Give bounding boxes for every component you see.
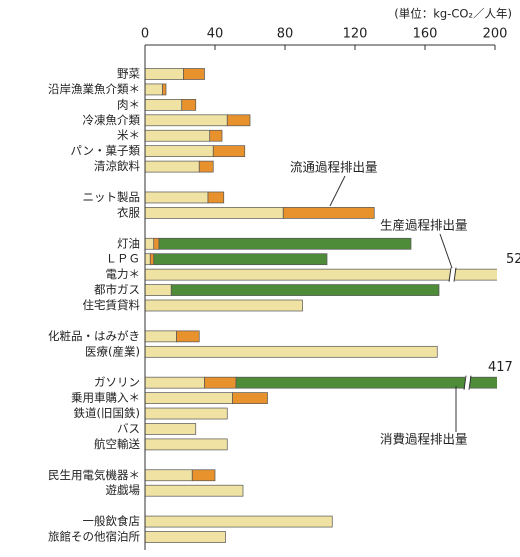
axis-break (448, 267, 452, 282)
bar-segment (144, 268, 497, 281)
bars (144, 68, 497, 543)
category-label: 一般飲食店 (83, 514, 141, 528)
bar-segment (170, 284, 440, 296)
total-label: 417 (488, 360, 513, 375)
category-label: 衣服 (117, 205, 140, 219)
bar-segment (235, 376, 497, 389)
category-label: 遊戯場 (106, 483, 141, 497)
category-label: 清涼飲料 (94, 159, 140, 173)
category-label: 医療(産業) (85, 344, 140, 358)
bar-segment (212, 145, 246, 158)
bar-segment (144, 469, 193, 482)
bar-segment (153, 237, 160, 250)
bar-segment (144, 345, 438, 358)
x-tick-label: 40 (207, 27, 224, 42)
category-label: ニット製品 (83, 190, 141, 204)
leader-line (329, 175, 346, 207)
category-label: 旅館その他宿泊所 (48, 530, 140, 544)
category-label: 冷凍魚介類 (83, 113, 141, 127)
bar-segment (149, 253, 155, 266)
bar-segment (144, 191, 209, 204)
category-label: 航空輸送 (94, 437, 140, 451)
x-tick-label: 80 (277, 27, 294, 42)
series-label: 生産過程排出量 (380, 218, 468, 233)
bar-segment (158, 237, 412, 250)
bar-segment (144, 515, 333, 528)
category-label: 肉＊ (117, 97, 140, 111)
bar-segment (209, 129, 223, 142)
bar-segment (162, 83, 167, 96)
bar-segment (204, 376, 237, 389)
axis-break (463, 375, 467, 390)
category-label: 野菜 (117, 67, 140, 81)
bar-segment (144, 160, 200, 173)
bar-segment (176, 330, 200, 343)
category-label: 沿岸漁業魚介類＊ (48, 82, 140, 96)
category-label: 電力＊ (106, 267, 141, 281)
bar-segment (144, 114, 228, 127)
bar-segment (144, 407, 228, 420)
bar-segment (144, 484, 244, 497)
bar-segment (198, 160, 214, 173)
bar-segment (181, 99, 197, 111)
category-label: ＬＰＧ (106, 252, 141, 266)
bar-segment (226, 114, 251, 127)
bar-segment (144, 330, 177, 343)
bar-segment (144, 423, 197, 435)
bar-segment (144, 207, 284, 219)
bar-segment (144, 376, 205, 389)
bar-segment (207, 191, 225, 204)
category-label: 化粧品・はみがき (48, 329, 140, 343)
category-label: バス (117, 421, 140, 435)
category-label: 都市ガス (94, 283, 140, 297)
bar-segment (144, 284, 172, 296)
bar-segment (144, 237, 155, 250)
category-label: 乗用車購入＊ (71, 391, 140, 405)
bar-segment (144, 392, 233, 404)
category-label: 灯油 (117, 236, 140, 250)
bar-segment (144, 145, 214, 158)
category-label: ガソリン (94, 375, 140, 389)
series-label: 消費過程排出量 (380, 432, 468, 447)
x-tick-label: 120 (343, 27, 368, 42)
category-label: 民生用電気機器＊ (48, 468, 140, 482)
x-tick-label: 200 (483, 27, 508, 42)
bar-segment (144, 68, 184, 80)
series-label: 流通過程排出量 (290, 160, 378, 175)
category-label: パン・菓子類 (70, 144, 140, 158)
axis-break (450, 268, 455, 282)
bar-segment (144, 253, 151, 266)
bar-segment (232, 392, 268, 404)
leader-line (439, 233, 453, 269)
axis-break (468, 375, 472, 390)
bar-segment (191, 469, 216, 482)
bar-segment (282, 207, 375, 219)
bar-segment (144, 83, 163, 96)
bar-segment (144, 531, 226, 543)
bar-segment (183, 68, 205, 80)
bar-segment (153, 253, 328, 266)
x-tick-label: 0 (141, 27, 149, 42)
bar-segment (144, 129, 211, 142)
category-label: 鉄道(旧国鉄) (74, 406, 140, 420)
bar-segment (144, 99, 183, 111)
x-tick-label: 160 (413, 27, 438, 42)
bar-segment (144, 299, 303, 312)
axis-break (453, 267, 457, 282)
category-label: 住宅賃貸料 (83, 298, 141, 312)
category-label: 米＊ (117, 128, 140, 142)
unit-label: (単位：kg-CO₂／人年) (394, 7, 512, 21)
axis-break (465, 376, 470, 390)
bar-segment (144, 438, 228, 451)
total-label: 529 (506, 252, 520, 267)
